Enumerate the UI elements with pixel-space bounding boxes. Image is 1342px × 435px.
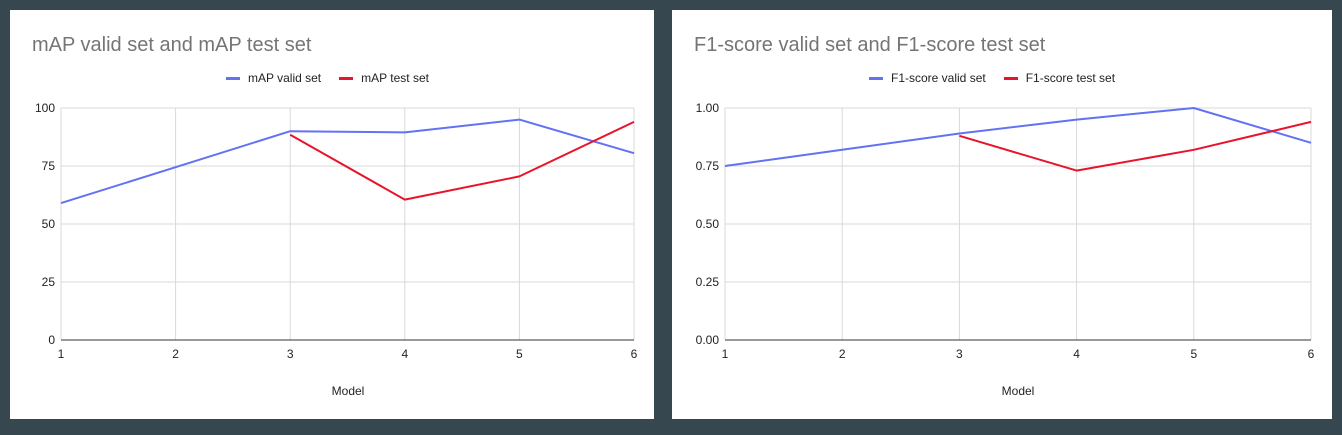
legend-label: F1-score valid set (891, 71, 986, 85)
chart-legend: mAP valid set mAP test set (226, 71, 447, 85)
y-tick-label: 0.00 (696, 333, 720, 347)
legend-label: F1-score test set (1025, 71, 1116, 85)
series-line-valid[interactable] (724, 107, 1312, 167)
x-tick-label: 5 (516, 347, 523, 361)
line-chart-f1: 0.00 0.25 0.50 0.75 1.00 1 2 3 4 5 6 (696, 101, 1315, 361)
legend-label: mAP test set (361, 71, 429, 85)
y-tick-label: 25 (42, 275, 56, 289)
series-line-test[interactable] (959, 120, 1312, 172)
y-tick-label: 0.75 (696, 159, 720, 173)
legend-swatch (226, 76, 240, 80)
legend-swatch (1003, 76, 1018, 80)
x-tick-label: 2 (839, 347, 846, 361)
legend-swatch (869, 76, 883, 80)
chart-panel-map: mAP valid set and mAP test set mAP valid… (10, 10, 654, 419)
x-tick-label: 4 (401, 347, 408, 361)
x-tick-label: 3 (956, 347, 963, 361)
y-tick-label: 75 (42, 159, 56, 173)
chart-title: mAP valid set and mAP test set (32, 34, 312, 56)
legend-label: mAP valid set (248, 71, 322, 85)
series-line-valid[interactable] (60, 118, 635, 205)
x-tick-label: 3 (287, 347, 294, 361)
y-tick-label: 0 (48, 333, 55, 347)
legend-item-f1-valid[interactable]: F1-score valid set (869, 71, 986, 85)
y-tick-label: 100 (35, 101, 55, 115)
x-tick-label: 2 (172, 347, 179, 361)
x-tick-label: 4 (1073, 347, 1080, 361)
legend-item-f1-test[interactable]: F1-score test set (1003, 71, 1116, 85)
line-chart-map: 0 25 50 75 100 1 2 3 4 5 6 (35, 101, 638, 361)
y-tick-label: 50 (42, 217, 56, 231)
x-tick-label: 5 (1190, 347, 1197, 361)
legend-item-map-valid[interactable]: mAP valid set (226, 71, 321, 85)
x-axis-label: Model (1001, 384, 1035, 398)
x-tick-label: 1 (58, 347, 65, 361)
chart-legend: F1-score valid set F1-score test set (869, 71, 1133, 85)
x-tick-label: 1 (722, 347, 729, 361)
legend-swatch (339, 76, 354, 80)
x-axis-label: Model (331, 384, 365, 398)
x-tick-label: 6 (1308, 347, 1315, 361)
y-tick-label: 0.25 (696, 275, 720, 289)
y-tick-label: 1.00 (696, 101, 720, 115)
legend-item-map-test[interactable]: mAP test set (339, 71, 429, 85)
y-tick-label: 0.50 (696, 217, 720, 231)
chart-title: F1-score valid set and F1-score test set (694, 34, 1046, 56)
x-tick-label: 6 (631, 347, 638, 361)
chart-panel-f1: F1-score valid set and F1-score test set… (672, 10, 1332, 419)
series-line-test[interactable] (289, 120, 635, 201)
